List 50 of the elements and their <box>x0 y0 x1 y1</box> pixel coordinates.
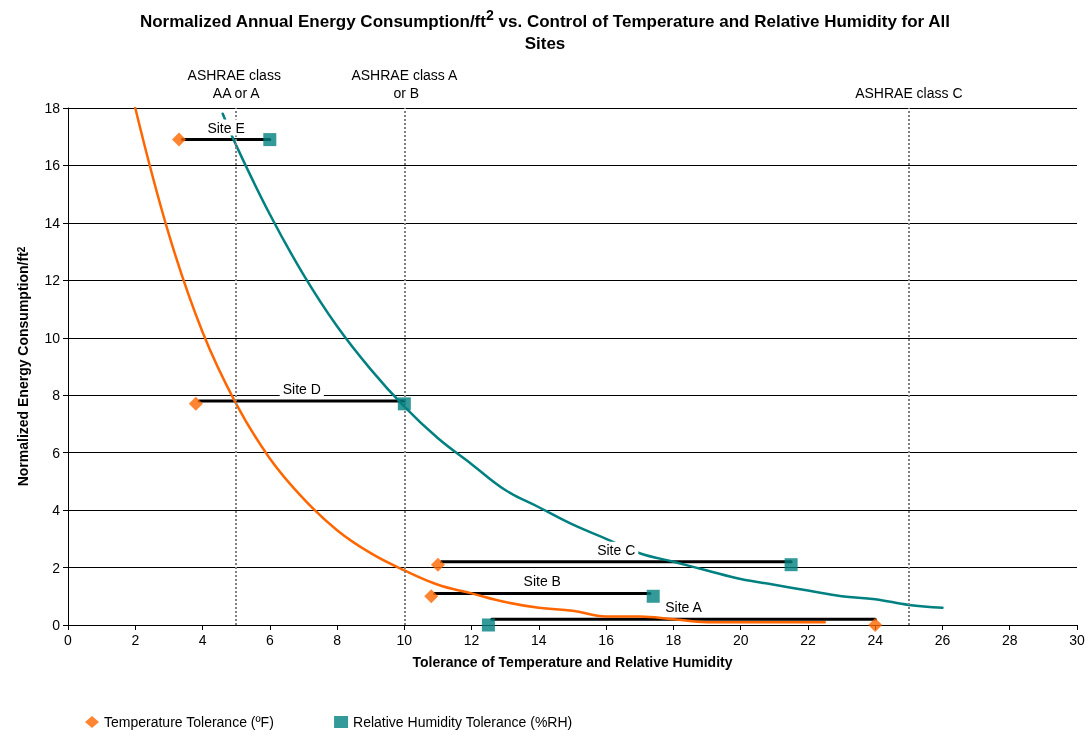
series-label: Site B <box>523 573 561 590</box>
legend-label: Relative Humidity Tolerance (%RH) <box>353 714 573 730</box>
x-tick-label: 28 <box>1001 632 1018 648</box>
x-tick-label: 12 <box>463 632 480 648</box>
point <box>397 397 411 411</box>
point <box>784 558 798 572</box>
y-tick-label: 10 <box>44 329 61 346</box>
y-tick-label: 6 <box>52 444 61 461</box>
x-tick-label: 16 <box>598 632 615 648</box>
x-tick-label: 18 <box>665 632 682 648</box>
y-tick-label: 2 <box>52 559 61 576</box>
point <box>646 589 660 603</box>
series-label: Site D <box>282 380 321 397</box>
x-tick-label: 22 <box>800 632 816 648</box>
y-tick-label: 0 <box>52 617 61 633</box>
y-tick-label: 12 <box>44 272 61 289</box>
x-tick-label: 30 <box>1069 632 1085 648</box>
y-tick-label: 16 <box>44 157 61 174</box>
y-tick-label: 18 <box>44 100 61 116</box>
x-tick-label: 8 <box>333 632 342 648</box>
point <box>171 132 186 147</box>
x-tick-label: 20 <box>732 632 749 648</box>
point <box>481 618 495 632</box>
x-tick-label: 2 <box>131 632 140 648</box>
ref-line-label: ASHRAE class A or B <box>351 67 458 101</box>
x-tick-label: 10 <box>396 632 413 648</box>
series-label: Site C <box>597 541 636 558</box>
point <box>188 396 203 411</box>
x-tick-label: 4 <box>198 632 207 648</box>
x-axis-title: Tolerance of Temperature and Relative Humidity <box>412 654 733 670</box>
y-axis-title: Normalized Energy Consumption/ft2 <box>15 246 31 487</box>
point <box>430 557 445 572</box>
y-tick-label: 14 <box>44 214 61 231</box>
point <box>263 133 277 147</box>
y-tick-label: 4 <box>52 502 61 519</box>
legend-label: Temperature Tolerance (ºF) <box>104 714 274 730</box>
chart-title: Normalized Annual Energy Consumption/ft$^{2}$ vs. Control of Temperature and Relative Humidity for All Sites <box>138 6 952 55</box>
x-tick-label: 26 <box>934 632 951 648</box>
series-label: Site E <box>207 119 245 136</box>
point <box>868 618 883 632</box>
x-tick-label: 6 <box>265 632 274 648</box>
y-tick-label: 8 <box>52 387 61 404</box>
ref-line-label: ASHRAE class C <box>855 85 963 101</box>
ref-line-label: ASHRAE class AA or A <box>187 67 285 101</box>
x-tick-label: 14 <box>531 632 547 648</box>
x-tick-label: 0 <box>64 632 73 648</box>
series-label: Site A <box>665 599 703 616</box>
point <box>424 589 439 604</box>
x-tick-label: 24 <box>867 632 884 648</box>
line-series <box>134 106 826 624</box>
